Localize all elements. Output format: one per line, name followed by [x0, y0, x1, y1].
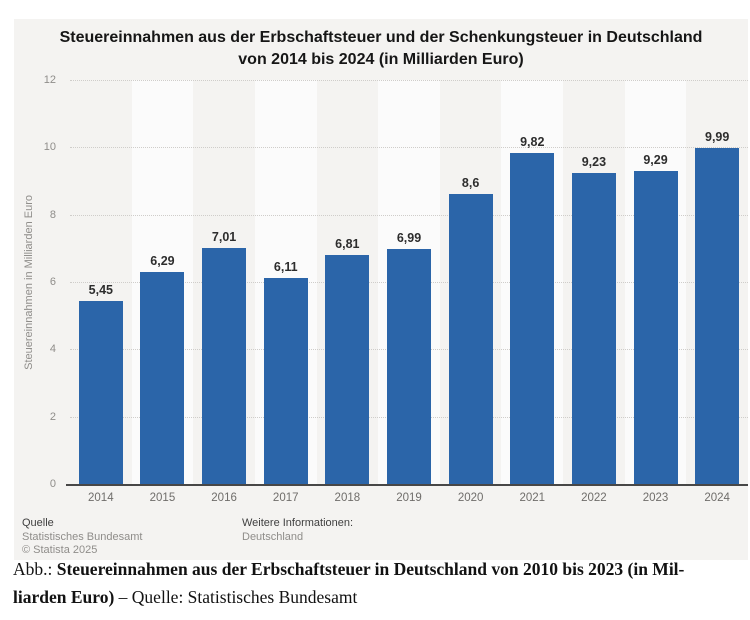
y-tick-label: 0: [49, 478, 56, 490]
bar-2017: [263, 278, 308, 484]
caption-source: – Quelle: Statistisches Bundesamt: [114, 586, 358, 607]
bar-2014: [78, 300, 123, 484]
x-tick-label: 2016: [211, 492, 237, 504]
bar-value-label: 8,6: [461, 176, 480, 191]
x-tick-label: 2022: [581, 492, 607, 504]
chart-title-line2: von 2014 bis 2024 (in Milliarden Euro): [238, 51, 524, 68]
figure-caption: Abb.: Steuereinnahmen aus der Erbschafts…: [13, 556, 743, 611]
source-value: Statistisches Bundesamt: [22, 530, 143, 543]
chart-title: Steuereinnahmen aus der Erbschaftsteuer …: [14, 27, 748, 71]
source-label: Quelle: [22, 517, 54, 529]
bar-2021: [510, 153, 555, 484]
x-tick-label: 2014: [88, 492, 114, 504]
bar-2023: [633, 171, 678, 484]
x-axis-ticks: 2014 2015 2016 2017 2018 2019 2020 2021 2022 2023…: [70, 492, 748, 508]
bar-2024: [695, 147, 740, 484]
x-tick-label: 2021: [519, 492, 546, 504]
copyright-notice: © Statista 2025: [22, 544, 98, 557]
x-tick-label: 2015: [149, 492, 176, 504]
y-axis-ticks: 0 2 4 6 8 10 12: [14, 74, 56, 490]
bar-value-label: 6,11: [273, 260, 298, 275]
bar-value-label: 6,81: [335, 236, 360, 251]
y-tick-label: 10: [43, 141, 56, 154]
bar-value-label: 9,23: [581, 155, 607, 170]
x-tick-label: 2017: [272, 492, 299, 504]
x-tick-label: 2019: [396, 492, 422, 504]
x-tick-label: 2023: [642, 492, 669, 504]
bar-2022: [571, 173, 616, 484]
gridline: [70, 80, 748, 81]
chart-title-line1: Steuereinnahmen aus der Erbschaftsteuer …: [59, 29, 703, 46]
x-axis-baseline: [66, 484, 748, 486]
bar-value-label: 5,45: [88, 282, 113, 297]
bar-value-label: 9,29: [643, 153, 668, 168]
bar-value-label: 7,01: [211, 230, 237, 244]
y-tick-label: 6: [49, 276, 56, 288]
info-value: Deutschland: [242, 530, 304, 543]
bar-2018: [325, 254, 370, 484]
bar-value-label: 6,29: [150, 254, 175, 269]
bar-2019: [387, 248, 431, 484]
y-tick-label: 8: [49, 208, 56, 221]
gridline: [70, 214, 748, 216]
caption-bold-line1: Steuereinnahmen aus der Erbschaftsteuer …: [56, 559, 685, 579]
x-tick-label: 2020: [457, 492, 484, 504]
bar-2020: [448, 194, 493, 484]
info-block: Weitere Informationen: Deutschland: [242, 517, 353, 544]
info-label: Weitere Informationen:: [242, 517, 354, 529]
y-tick-label: 12: [43, 74, 56, 86]
x-tick-label: 2018: [334, 492, 361, 504]
y-tick-label: 2: [49, 410, 56, 423]
y-tick-label: 4: [49, 343, 56, 356]
bar-value-label: 9,82: [520, 135, 545, 150]
x-tick-label: 2024: [704, 492, 730, 504]
source-block: Quelle Statistisches Bundesamt © Statist…: [22, 517, 142, 558]
caption-prefix: Abb.:: [13, 559, 57, 579]
bar-2016: [202, 248, 247, 484]
plot-area: 5,45 6,29 7,01 6,11 6,81 6,99 8,6 9,82 9,23 9,29 9…: [66, 80, 748, 486]
bar-2015: [140, 272, 185, 484]
gridline: [70, 147, 748, 149]
bar-value-label: 6,99: [396, 230, 422, 245]
statista-chart-card: Steuereinnahmen aus der Erbschaftsteuer …: [14, 19, 748, 560]
bar-value-label: 9,99: [705, 129, 730, 144]
caption-bold-line2: liarden Euro): [13, 586, 115, 607]
